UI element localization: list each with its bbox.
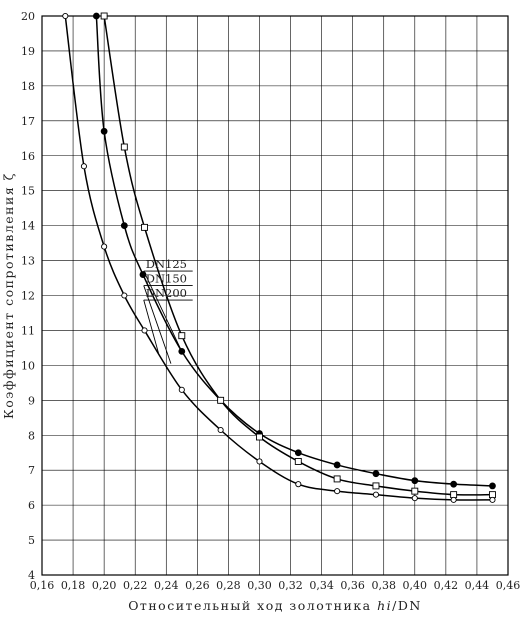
x-axis-label: Относительный ход золотника hi/DN bbox=[128, 598, 422, 613]
series-leader-line bbox=[143, 299, 159, 354]
series-markers bbox=[62, 12, 496, 503]
data-point-dn150 bbox=[120, 143, 128, 151]
y-axis-label: Коэффициент сопротивления ζ bbox=[1, 172, 16, 419]
grid bbox=[41, 15, 509, 576]
data-point-dn125 bbox=[92, 12, 100, 20]
data-point-dn150 bbox=[372, 482, 380, 490]
x-tick-label: 0,40 bbox=[403, 579, 428, 592]
data-point-dn125 bbox=[450, 480, 458, 488]
y-tick-label: 8 bbox=[28, 429, 35, 442]
x-tick-label: 0,34 bbox=[309, 579, 334, 592]
data-point-dn150 bbox=[450, 491, 458, 499]
y-tick-label: 4 bbox=[28, 569, 35, 582]
data-point-dn125 bbox=[178, 348, 186, 355]
x-tick-label: 0,42 bbox=[434, 579, 459, 592]
x-tick-label: 0,18 bbox=[61, 579, 86, 592]
series-leader-line bbox=[143, 270, 183, 352]
tick-labels: 0,16 0,18 0,20 0,22 0,24 0,26 0,28 0,30 0,32 0,34… bbox=[21, 10, 520, 592]
data-point-dn200 bbox=[450, 496, 457, 503]
x-tick-label: 0,20 bbox=[92, 579, 117, 592]
x-tick-label: 0,30 bbox=[247, 579, 272, 592]
data-point-dn125 bbox=[411, 477, 419, 485]
plot-frame bbox=[41, 15, 509, 576]
series-label-dn200: DN200 bbox=[146, 286, 187, 300]
y-tick-label: 9 bbox=[28, 394, 35, 407]
series-label-dn125: DN125 bbox=[146, 257, 187, 271]
y-tick-label: 20 bbox=[21, 10, 35, 23]
data-point-dn150 bbox=[411, 487, 419, 495]
data-point-dn200 bbox=[372, 491, 380, 498]
data-point-dn200 bbox=[178, 386, 185, 393]
x-tick-label: 0,28 bbox=[216, 579, 241, 592]
y-tick-label: 7 bbox=[28, 464, 35, 477]
data-point-dn125 bbox=[100, 127, 108, 135]
data-point-dn200 bbox=[256, 458, 263, 465]
x-tick-label: 0,26 bbox=[185, 579, 210, 592]
data-point-dn150 bbox=[217, 396, 225, 404]
data-point-dn125 bbox=[489, 482, 496, 490]
data-point-dn200 bbox=[334, 488, 341, 495]
y-tick-label: 17 bbox=[21, 115, 35, 128]
x-tick-label: 0,44 bbox=[465, 579, 490, 592]
data-point-dn200 bbox=[141, 327, 148, 334]
data-point-dn150 bbox=[141, 223, 148, 231]
x-tick-label: 0,36 bbox=[340, 579, 365, 592]
x-axis-label-var: hi bbox=[377, 598, 392, 613]
data-point-dn200 bbox=[217, 426, 224, 434]
data-point-dn150 bbox=[256, 433, 263, 441]
data-point-dn200 bbox=[295, 481, 302, 488]
data-point-dn200 bbox=[80, 163, 87, 170]
y-tick-label: 6 bbox=[28, 499, 35, 512]
data-point-dn200 bbox=[101, 243, 108, 250]
data-point-dn125 bbox=[333, 461, 341, 469]
data-point-dn200 bbox=[62, 12, 69, 20]
y-tick-label: 15 bbox=[21, 185, 35, 198]
data-point-dn150 bbox=[178, 332, 186, 340]
y-tick-label: 16 bbox=[21, 150, 35, 163]
data-point-dn200 bbox=[121, 292, 128, 299]
series-leader-line bbox=[143, 285, 172, 364]
x-tick-label: 0,24 bbox=[154, 579, 179, 592]
data-point-dn125 bbox=[294, 449, 302, 457]
y-tick-label: 10 bbox=[21, 359, 35, 372]
data-point-dn150 bbox=[294, 458, 302, 465]
data-point-dn200 bbox=[411, 495, 418, 502]
y-tick-label: 5 bbox=[28, 534, 35, 547]
y-tick-label: 19 bbox=[21, 45, 35, 58]
x-tick-label: 0,16 bbox=[30, 579, 55, 592]
data-point-dn150 bbox=[489, 491, 496, 499]
y-tick-label: 13 bbox=[21, 255, 35, 268]
x-axis-label-text: Относительный ход золотника bbox=[128, 598, 377, 613]
data-point-dn125 bbox=[120, 222, 128, 230]
x-tick-label: 0,38 bbox=[371, 579, 396, 592]
data-point-dn125 bbox=[372, 470, 380, 478]
x-axis-label-unit: /DN bbox=[392, 598, 422, 613]
data-point-dn200 bbox=[489, 496, 496, 503]
series-label-dn150: DN150 bbox=[146, 272, 187, 286]
x-tick-label: 0,22 bbox=[123, 579, 148, 592]
y-tick-label: 12 bbox=[21, 290, 35, 303]
y-tick-label: 11 bbox=[21, 324, 35, 337]
y-tick-label: 14 bbox=[21, 220, 35, 233]
data-point-dn150 bbox=[100, 12, 108, 20]
data-point-dn150 bbox=[333, 475, 341, 483]
y-tick-label: 18 bbox=[21, 80, 35, 93]
x-tick-label: 0,32 bbox=[278, 579, 303, 592]
x-tick-label: 0,46 bbox=[496, 579, 521, 592]
